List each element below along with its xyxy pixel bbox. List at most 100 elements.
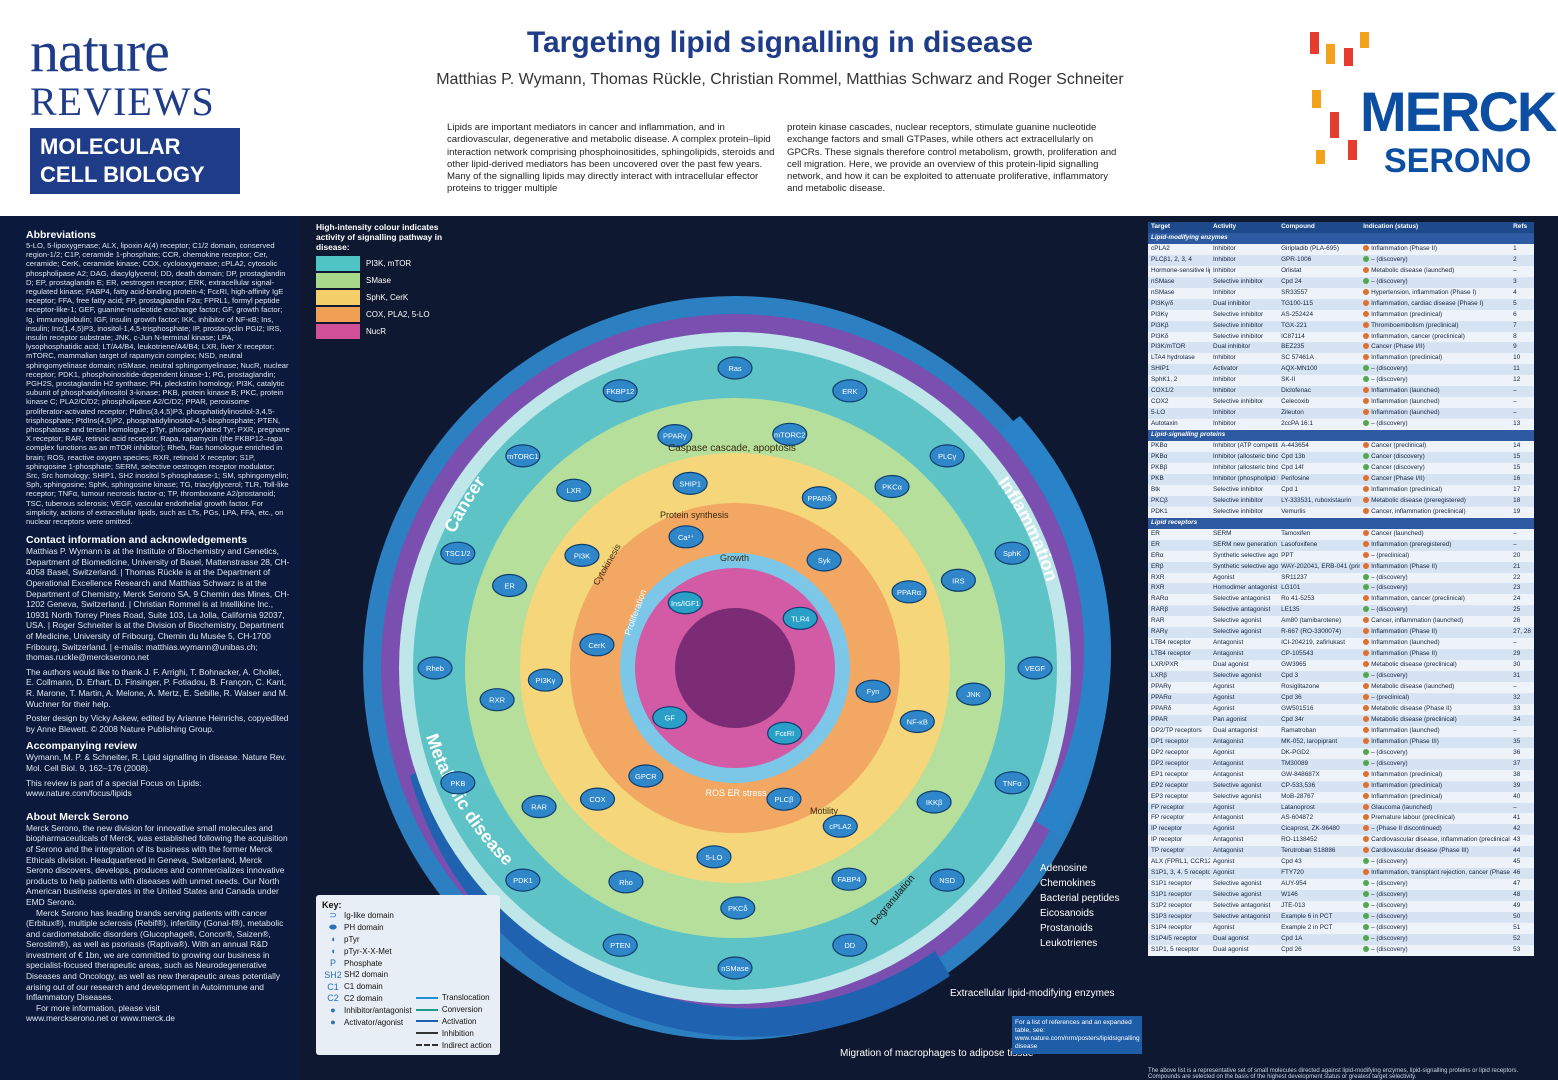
weblink-box[interactable]: For a list of references and an expanded… [1012,1016,1142,1062]
table-cell: EP3 receptor [1148,791,1211,803]
protein-shape [994,771,1030,795]
protein-label: COX [589,795,605,804]
table-row: S1P1 receptor Selective agonist AUY-954– (… [1148,879,1534,891]
key-symbol-icon: C1 [327,981,339,992]
key-symbol-icon: ● [330,1017,336,1028]
table-cell: Selective inhibitor [1210,309,1279,321]
table-cell: 46 [1510,868,1534,880]
table-cell: Selective antagonist [1210,912,1279,923]
table-cell: PI3K/mTOR [1148,342,1211,354]
about-urls[interactable]: www.merckserono.net or www.merck.de [26,1013,175,1024]
status-dot-icon [1363,825,1370,832]
table-row: Btk Selective inhibitor Cpd 1 Inflammation … [1148,484,1534,496]
table-cell: Orlistat [1278,265,1361,277]
table-cell: Cancer (Phase I/II) [1360,473,1511,485]
table-cell: 38 [1510,769,1534,781]
protein-node: FcεRI [767,721,803,745]
table-cell: DK-PGD2 [1278,747,1361,759]
table-cell: – (discovery) [1360,375,1511,387]
table-row: RARα Selective antagonist Ro 41-5253 Inflam… [1148,594,1534,606]
protein-label: TLR4 [791,614,809,623]
focus-link[interactable]: This review is part of a special Focus o… [26,777,202,799]
table-cell: Agonist [1210,703,1279,715]
key-line-icon [415,1020,438,1023]
header: nature REVIEWS MOLECULAR CELL BIOLOGY Ta… [0,0,1558,216]
table-cell: S1P3 receptor [1148,912,1211,923]
table-section-label: Lipid receptors [1148,517,1534,529]
protein-node: Ins/IGF1 [667,591,703,615]
table-cell: – (discovery) [1360,857,1511,869]
table-cell: WAY-202041, ERB-041 (prinaberel) [1278,561,1361,573]
status-dot-icon [1363,683,1370,690]
key-line-row: Indirect action [415,1039,494,1051]
table-cell: Antagonist [1210,813,1279,825]
table-cell: Homodimer antagonist [1210,583,1279,595]
status-dot-icon [1363,748,1370,755]
table-cell: AUY-954 [1278,879,1361,891]
table-footnote: The above list is a representative set o… [1148,1068,1519,1080]
key-row: ● Inhibitor/antagonist [322,1004,416,1016]
status-dot-icon [1363,266,1370,273]
table-cell: Selective agonist [1210,791,1279,803]
protein-shape [579,787,616,811]
table-cell: Antagonist [1210,769,1279,781]
protein-label: ER [504,582,515,591]
table-cell: cPLA2 [1148,243,1211,255]
signalling-diagram: Cancer Inflammation Metabolic disease Ra… [300,216,1145,1080]
table-row: PPAR Pan agonist Cpd 34r Metabolic disease … [1148,714,1534,726]
key-symbol-icon: ⊃ [329,910,337,921]
status-dot-icon [1363,661,1370,668]
table-cell: Inflammation (preclinical) [1360,780,1511,792]
table-cell: 20 [1510,550,1534,562]
protein-label: NF-κB [907,718,928,727]
protein-label: Rho [619,878,633,887]
sponsor-subname: SERONO [1384,142,1532,180]
protein-label: Ins/IGF1 [671,599,700,608]
table-cell: SR33557 [1278,287,1361,299]
key-line-row: Inhibition [415,1027,494,1039]
table-row: EP2 receptor Selective agonist CP-533,536 I… [1148,780,1534,792]
table-cell: Agonist [1210,692,1279,704]
protein-label: Rheb [426,664,444,673]
protein-shape [556,478,592,502]
table-cell: Inflammation (preclinical) [1360,484,1511,496]
table-cell: 17 [1510,484,1534,496]
protein-label: 5-LO [706,853,723,862]
table-row: SHIP1 Activator AQX-MN100– (discovery) 11 [1148,364,1534,376]
status-dot-icon [1363,288,1370,295]
table-cell: 32 [1510,692,1534,704]
protein-shape [440,541,476,565]
table-cell: DP2 receptor [1148,758,1211,770]
table-cell: Selective antagonist [1210,594,1279,606]
ligand-adenosine: Adenosine [1040,863,1088,874]
weblink-text[interactable]: For a list of references and an expanded… [1012,1016,1142,1054]
table-cell: EP2 receptor [1148,780,1211,792]
protein-node: LXR [556,478,592,502]
protein-shape [521,795,557,819]
protein-label: PPARγ [663,432,687,441]
protein-label: LXR [566,486,581,495]
table-cell: ER [1148,528,1211,540]
table-cell: Thromboembolism (preclinical) [1360,320,1511,332]
table-cell: Antagonist [1210,649,1279,661]
table-cell: GW3965 [1278,660,1361,672]
protein-shape [994,541,1030,565]
protein-shape [628,764,664,788]
table-cell: Agonist [1210,747,1279,759]
key-line-row: Conversion [415,1004,494,1016]
legend-row: NucR [316,323,456,339]
protein-shape [608,870,644,894]
status-dot-icon [1363,463,1370,470]
table-cell: 5 [1510,298,1534,310]
status-dot-icon [1363,814,1370,821]
table-cell: RO-1138452 [1278,835,1361,847]
protein-shape [657,424,693,448]
status-dot-icon [1363,453,1370,460]
table-body: Lipid-modifying enzymes cPLA2 Inhibitor Gir… [1148,232,1534,956]
table-row: S1P1 receptor Selective agonist W146– (dis… [1148,890,1534,902]
legend-title: High-intensity colour indicates activity… [316,222,443,252]
table-cell: 35 [1510,736,1534,748]
table-row: PI3Kδ Selective inhibitor IC87114 Inflammat… [1148,331,1534,343]
status-dot-icon [1363,869,1370,876]
